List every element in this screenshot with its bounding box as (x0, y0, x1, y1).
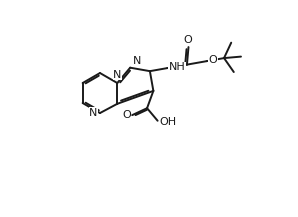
Text: O: O (122, 110, 131, 120)
Text: N: N (113, 70, 122, 80)
Text: N: N (133, 56, 141, 66)
Text: OH: OH (159, 117, 176, 127)
Text: NH: NH (169, 62, 186, 72)
Text: O: O (208, 55, 217, 65)
Text: O: O (183, 35, 192, 45)
Text: N: N (89, 108, 98, 118)
